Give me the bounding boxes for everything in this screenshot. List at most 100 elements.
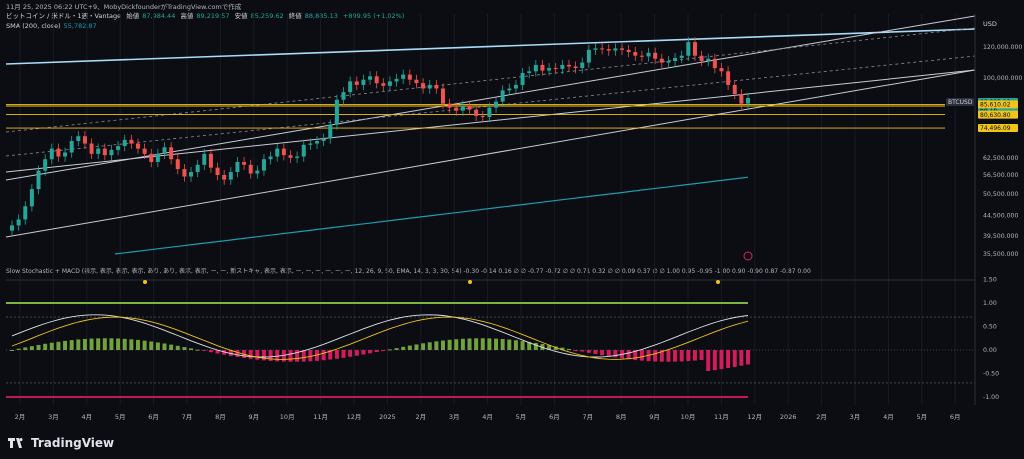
high-value: 89,219.57 <box>196 12 230 20</box>
price-tag-level-text: 74,496.09 <box>980 125 1011 132</box>
close-value: 88,885.13 <box>304 12 338 20</box>
macd-histogram-bar <box>315 350 320 361</box>
macd-histogram-bar <box>507 339 512 350</box>
candle-body <box>626 49 631 53</box>
macd-histogram-bar <box>746 350 750 365</box>
candle-body <box>513 84 518 89</box>
candle-body <box>580 62 585 69</box>
time-tick-label: 9月 <box>649 413 660 421</box>
macd-histogram-bar <box>275 350 280 362</box>
candle-body <box>189 172 194 177</box>
macd-histogram-bar <box>719 350 724 370</box>
macd-histogram-bar <box>381 350 386 351</box>
candle-body <box>454 107 459 111</box>
price-tick-label: 44,500.000 <box>983 213 1018 220</box>
candle-body <box>155 153 160 162</box>
candle-body <box>421 83 426 89</box>
candle-body <box>407 74 412 80</box>
tradingview-logo: TradingView <box>8 436 114 450</box>
macd-histogram-bar <box>354 350 359 356</box>
macd-histogram-bar <box>96 338 101 350</box>
candle-body <box>566 64 571 67</box>
close-label: 終値 <box>288 12 302 20</box>
symbol-label[interactable]: ビットコイン / 米ドル・1週・Vantage <box>6 12 122 20</box>
candle-body <box>633 52 638 56</box>
event-dot <box>716 280 720 284</box>
candle-body <box>175 159 180 170</box>
sma-200-line <box>114 176 749 255</box>
price-tick-label: 35,500.000 <box>983 251 1018 258</box>
osc-tick-label: -1.00 <box>983 394 999 401</box>
candle-body <box>679 55 684 58</box>
candle-body <box>36 170 41 190</box>
candle-body <box>328 124 333 139</box>
candle-body <box>427 84 432 89</box>
candle-body <box>573 66 578 69</box>
time-tick-label: 10月 <box>280 413 295 421</box>
candle-body <box>222 175 227 180</box>
macd-histogram-bar <box>202 350 207 351</box>
macd-histogram-bar <box>487 338 492 350</box>
macd-histogram-bar <box>566 348 571 350</box>
time-tick-label: 5月 <box>916 413 927 421</box>
macd-histogram-bar <box>440 340 445 350</box>
event-markers <box>143 251 753 284</box>
trend-channel-lines <box>5 15 976 238</box>
macd-histogram-bar <box>228 350 233 356</box>
time-tick-label: 4月 <box>883 413 894 421</box>
macd-histogram-bar <box>374 350 379 353</box>
macd-histogram-bar <box>361 350 366 355</box>
macd-histogram-bar <box>739 350 744 366</box>
candle-body <box>122 139 127 147</box>
macd-histogram-bar <box>500 339 505 350</box>
macd-histogram-bar <box>447 339 452 350</box>
candle-body <box>135 143 140 149</box>
macd-histogram-bar <box>460 338 465 350</box>
candle-body <box>394 78 399 82</box>
price-tick-label: 120,000.000 <box>983 44 1022 51</box>
candles <box>10 37 750 236</box>
macd-histogram-bar <box>255 350 260 360</box>
channel-line <box>5 15 976 181</box>
candle-body <box>712 58 717 69</box>
macd-histogram-bar <box>248 350 253 359</box>
macd-histogram-bar <box>626 350 631 360</box>
candle-body <box>10 225 14 231</box>
macd-histogram-bar <box>434 341 439 350</box>
oscillator-legend[interactable]: Slow Stochastic + MACD (表示, 表示, 表示, 表示, … <box>6 266 811 275</box>
osc-tick-label: 1.50 <box>983 277 997 284</box>
candle-body <box>414 79 419 84</box>
candle-body <box>440 88 445 104</box>
alert-icon <box>743 251 753 261</box>
time-tick-label: 3月 <box>850 413 861 421</box>
candle-body <box>494 101 499 108</box>
candle-body <box>480 115 485 117</box>
macd-histogram-bar <box>142 340 147 350</box>
candle-body <box>699 55 704 62</box>
time-tick-label: 7月 <box>582 413 593 421</box>
sma-value: 55,782.87 <box>63 22 97 30</box>
candle-body <box>593 48 598 50</box>
open-value: 87,984.44 <box>142 12 176 20</box>
tradingview-logo-icon <box>8 438 23 448</box>
macd-histogram-bar <box>89 338 94 350</box>
time-tick-label: 2月 <box>15 413 26 421</box>
candle-body <box>23 206 28 220</box>
sma-legend[interactable]: SMA (200, close) 55,782.87 <box>6 22 100 30</box>
sma-label: SMA (200, close) <box>6 22 61 30</box>
macd-histogram-bar <box>580 350 585 352</box>
time-tick-label: 8月 <box>215 413 226 421</box>
oscillator-values: -0.30 -0.14 0.16 ∅ ∅ -0.77 -0.72 ∅ ∅ 0.7… <box>463 268 811 275</box>
price-tag-level <box>978 100 1018 109</box>
macd-histogram-bar <box>135 339 140 350</box>
currency-label: USD <box>983 20 997 28</box>
osc-tick-label: 0.00 <box>983 347 997 354</box>
candle-body <box>434 84 439 89</box>
macd-histogram-bar <box>215 350 220 354</box>
macd-histogram-bar <box>454 339 459 350</box>
macd-histogram-bar <box>706 350 711 371</box>
macd-histogram-bar <box>328 350 333 360</box>
macd-histogram-bar <box>195 349 200 351</box>
